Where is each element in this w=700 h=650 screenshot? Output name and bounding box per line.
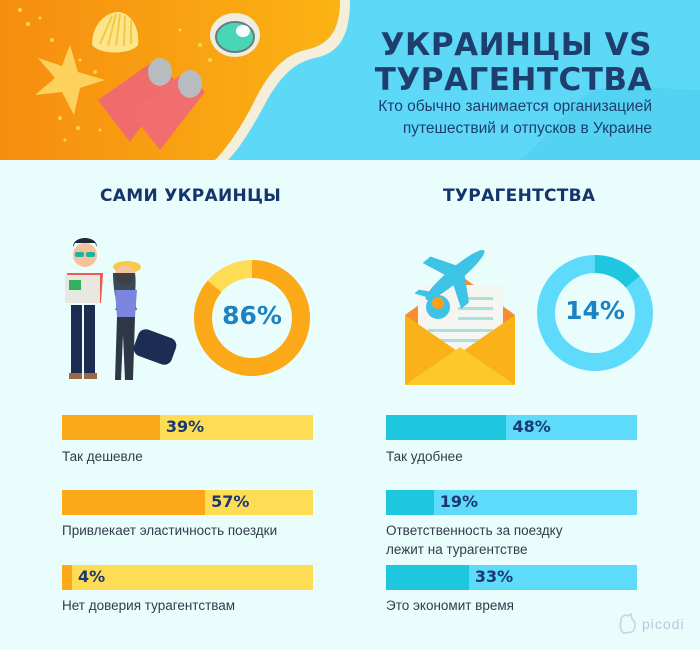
bar-value: 39% [165,417,205,436]
bar-fill [62,565,73,590]
subtitle-line-2: путешествий и отпусков в Украине [402,120,652,137]
bar-fill [386,415,507,440]
bar-fill [386,490,434,515]
picodi-brand-text: picodi [642,616,685,632]
section-title-ukrainians: САМИ УКРАИНЦЫ [100,186,282,206]
bar-no-trust: 4% [62,565,313,590]
header-banner: УКРАИНЦЫ VS ТУРАГЕНТСТВА Кто обычно зани… [0,0,700,160]
bar-convenient: 48% [386,415,637,440]
page-subtitle: Кто обычно занимается организацией путеш… [378,96,652,140]
beach-background-illustration [0,0,700,160]
bar-label-no-trust: Нет доверия турагентствам [62,598,236,613]
bar-value: 33% [474,567,514,586]
picodi-logo: picodi [618,613,685,635]
bar-label-cheaper: Так дешевле [62,449,143,464]
title-line-2: ТУРАГЕНТСТВА [374,62,652,98]
bar-label-line-2: лежит на турагентстве [386,542,528,557]
envelope-plane-icon [405,249,515,385]
seashell-icon [92,12,139,53]
section-title-agencies: ТУРАГЕНТСТВА [443,186,596,206]
bar-flexibility: 57% [62,490,313,515]
bar-fill [386,565,469,590]
bar-value: 19% [439,492,478,511]
page-title: УКРАИНЦЫ VS ТУРАГЕНТСТВА [375,28,652,98]
bar-saves-time: 33% [386,565,637,590]
flippers-icon [98,58,205,150]
bar-value: 4% [78,567,106,586]
bar-responsibility: 19% [386,490,637,515]
subtitle-line-1: Кто обычно занимается организацией [378,98,652,115]
bar-label-saves-time: Это экономит время [386,598,514,613]
bar-label-line-1: Ответственность за поездку [386,523,563,538]
bar-label-convenient: Так удобнее [386,449,463,464]
bar-value: 57% [211,492,250,511]
bar-label-responsibility: Ответственность за поездку лежит на тура… [386,521,562,559]
bar-label-flexibility: Привлекает эластичность поездки [62,523,278,538]
agencies-donut-chart [537,255,653,371]
picodi-cat-icon [619,613,636,634]
starfish-icon [35,45,105,115]
travelers-couple-icon [65,238,177,380]
bar-value: 48% [512,417,551,436]
bar-fill [62,490,206,515]
title-line-1: УКРАИНЦЫ VS [380,27,652,63]
agencies-donut-value: 14% [565,296,625,325]
ukrainians-donut-value: 86% [222,301,282,330]
ukrainians-donut-chart [194,260,310,376]
bar-cheaper: 39% [62,415,313,440]
bar-fill [62,415,160,440]
snorkel-mask-icon [210,13,260,57]
